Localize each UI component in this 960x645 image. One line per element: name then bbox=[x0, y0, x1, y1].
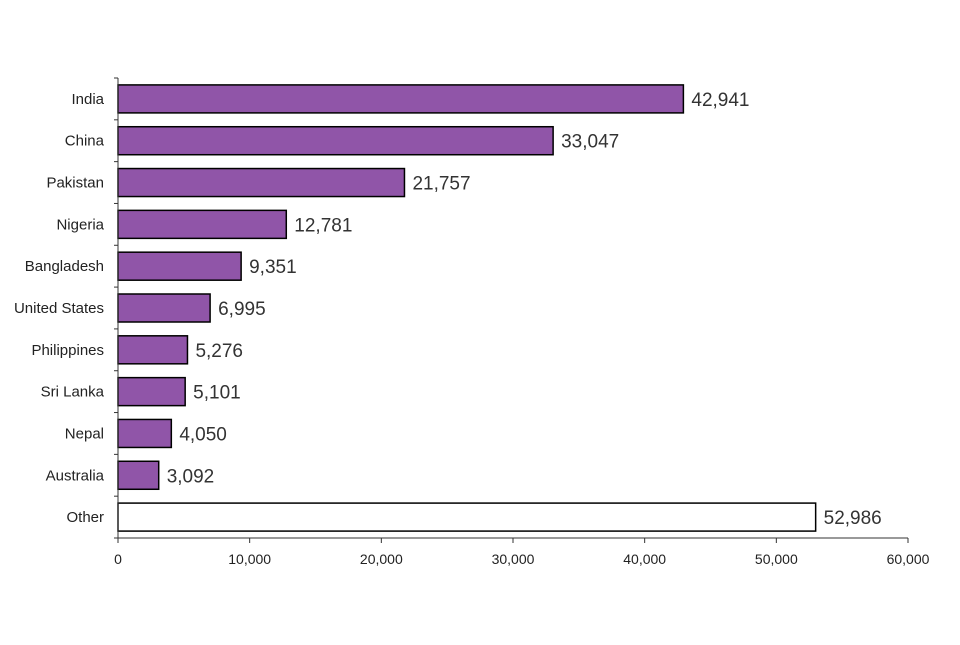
bar-sri-lanka bbox=[117, 376, 186, 407]
bar-united-states bbox=[117, 293, 211, 323]
category-label-philippines: Philippines bbox=[31, 342, 104, 359]
bar-pakistan bbox=[117, 167, 406, 198]
value-label-china: 33,047 bbox=[561, 132, 619, 153]
bar-nigeria bbox=[117, 209, 288, 240]
bar-china bbox=[117, 125, 554, 156]
x-tick-label: 0 bbox=[114, 551, 122, 567]
value-label-united-states: 6,995 bbox=[218, 299, 266, 320]
bar-australia bbox=[117, 460, 160, 491]
bar-philippines bbox=[117, 335, 189, 365]
category-label-china: China bbox=[65, 133, 105, 150]
value-label-nepal: 4,050 bbox=[179, 424, 227, 445]
category-label-pakistan: Pakistan bbox=[46, 175, 104, 192]
value-label-philippines: 5,276 bbox=[195, 341, 243, 362]
bar-bangladesh bbox=[117, 251, 242, 281]
value-label-pakistan: 21,757 bbox=[412, 174, 470, 195]
x-tick-label: 20,000 bbox=[360, 551, 403, 567]
value-label-australia: 3,092 bbox=[167, 466, 215, 487]
value-labels-group: 42,941 33,047 21,757 12,781 9,351 6,995 5,276 5… bbox=[167, 90, 882, 529]
x-tick-label: 10,000 bbox=[228, 551, 271, 567]
x-ticks-group: 0 10,000 20,000 30,000 40,000 50,000 60,000 bbox=[114, 538, 930, 567]
category-label-india: India bbox=[71, 91, 104, 108]
x-tick-label: 60,000 bbox=[887, 551, 930, 567]
category-label-united-states: United States bbox=[14, 300, 104, 317]
category-label-sri-lanka: Sri Lanka bbox=[41, 384, 105, 401]
category-label-nigeria: Nigeria bbox=[56, 216, 104, 233]
category-labels-group: India China Pakistan Nigeria Bangladesh Unite… bbox=[14, 91, 105, 526]
value-label-other: 52,986 bbox=[824, 508, 882, 529]
category-label-australia: Australia bbox=[46, 467, 105, 484]
x-tick-label: 40,000 bbox=[623, 551, 666, 567]
bar-nepal bbox=[117, 418, 173, 449]
x-tick-label: 50,000 bbox=[755, 551, 798, 567]
category-label-nepal: Nepal bbox=[65, 425, 104, 442]
x-tick-label: 30,000 bbox=[492, 551, 535, 567]
category-label-bangladesh: Bangladesh bbox=[25, 258, 104, 275]
bar-other bbox=[117, 502, 817, 532]
value-label-nigeria: 12,781 bbox=[294, 215, 352, 236]
category-label-other: Other bbox=[66, 509, 104, 526]
bar-india bbox=[117, 84, 685, 114]
bars-group bbox=[117, 84, 817, 532]
value-label-india: 42,941 bbox=[691, 90, 749, 111]
value-label-sri-lanka: 5,101 bbox=[193, 383, 241, 404]
value-label-bangladesh: 9,351 bbox=[249, 257, 297, 278]
